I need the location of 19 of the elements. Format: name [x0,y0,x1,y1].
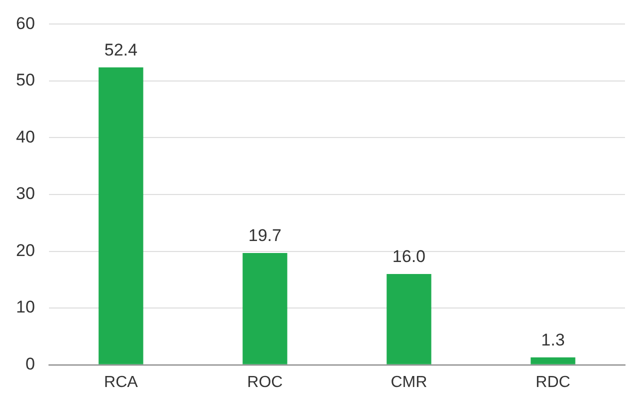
x-tick-label: RDC [536,374,570,391]
y-tick-label: 40 [16,127,35,146]
bar [98,67,144,364]
x-tick-label: RCA [104,374,138,391]
data-label: 1.3 [541,330,565,350]
y-tick-label: 30 [16,184,35,204]
bar [242,252,288,364]
bar [386,274,432,364]
data-label: 52.4 [104,40,138,60]
bar [530,357,576,364]
y-tick-label: 50 [16,70,35,90]
x-tick-label: CMR [390,374,428,391]
y-tick-label: 60 [16,14,35,33]
y-tick-label: 10 [16,298,35,317]
y-tick-label: 0 [25,354,35,374]
x-tick-label: ROC [247,374,283,391]
data-label: 19.7 [248,226,282,246]
y-tick-label: 20 [16,240,35,260]
data-label: 16.0 [392,247,426,266]
